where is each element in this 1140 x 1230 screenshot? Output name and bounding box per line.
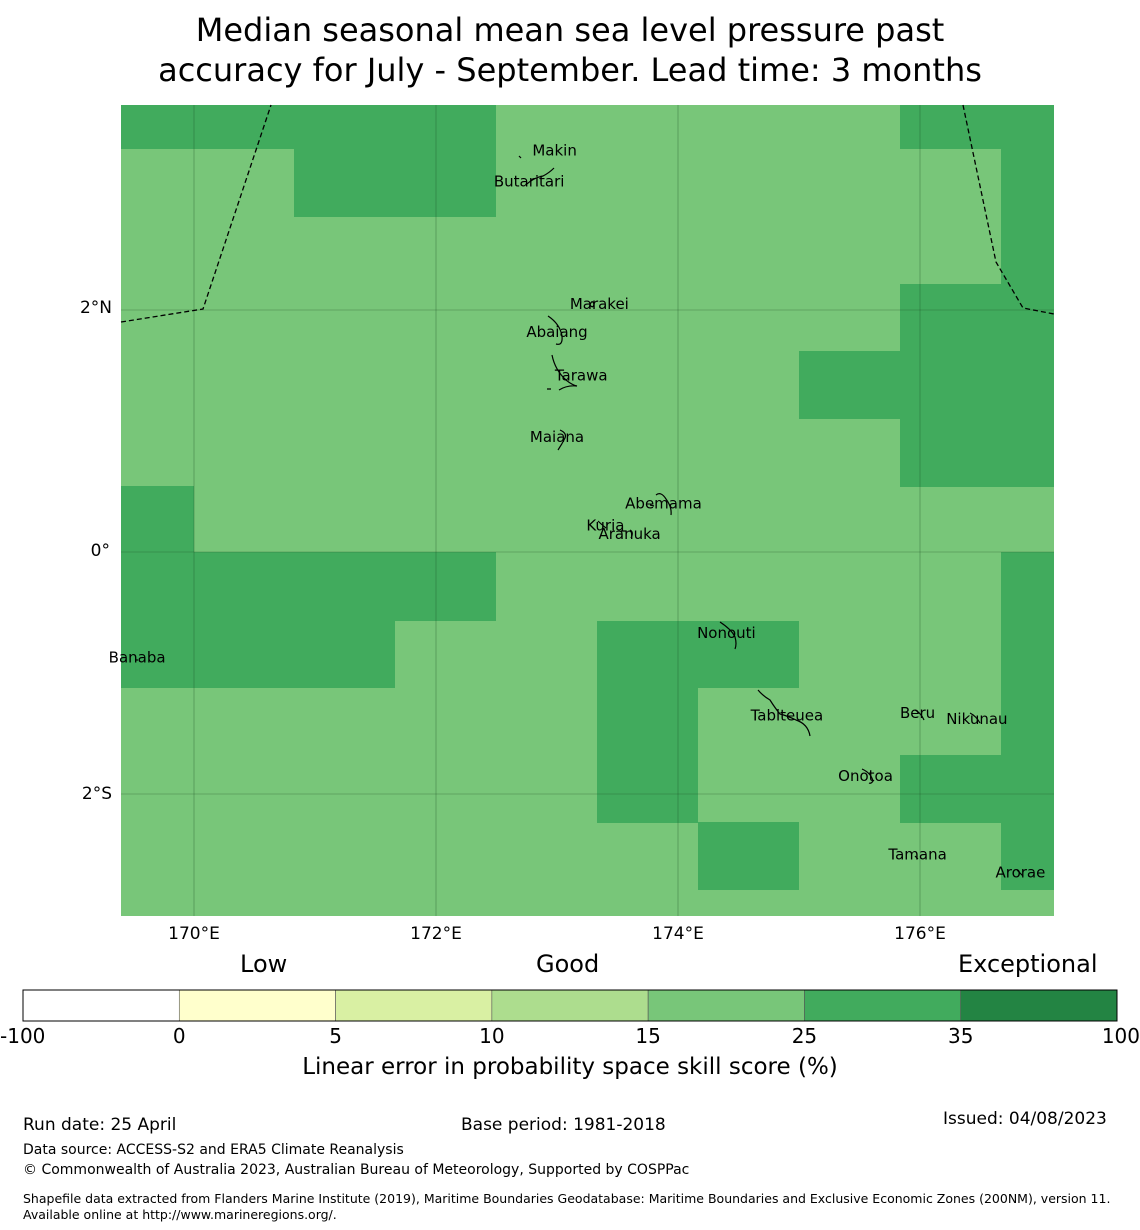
copyright: © Commonwealth of Australia 2023, Austra… (23, 1162, 690, 1178)
title-line-1: Median seasonal mean sea level pressure … (195, 11, 945, 49)
graticule (121, 105, 1054, 916)
data-source: Data source: ACCESS-S2 and ERA5 Climate … (23, 1142, 404, 1158)
colorbar-box (22, 989, 180, 1022)
skill-cell (121, 620, 395, 688)
lon-label-174E: 174°E (652, 924, 704, 944)
skill-cell (294, 105, 496, 217)
island-label-nikunau: Nikunau (946, 710, 1007, 728)
page-title: Median seasonal mean sea level pressure … (0, 10, 1140, 90)
island-labels: Makin Butaritari Marakei Abaiang Tarawa Maian… (109, 141, 1046, 881)
lon-label-172E: 172°E (410, 924, 462, 944)
coastline-abaiang (547, 315, 563, 345)
coastline-makin (518, 155, 522, 159)
skill-cells-very-good (121, 105, 1054, 890)
colorbar-boxes (22, 989, 1118, 1022)
lat-label-0: 0° (90, 541, 110, 561)
coastline-abemama (649, 493, 672, 516)
coastline-maiana (557, 429, 567, 451)
coastline-kuria (597, 520, 607, 529)
map-frame: Makin Butaritari Marakei Abaiang Tarawa Maian… (109, 104, 1055, 916)
skill-cell (121, 486, 194, 553)
lon-label-170E: 170°E (168, 924, 220, 944)
eez-boundary-west (120, 104, 272, 323)
island-label-arorae: Arorae (995, 864, 1045, 882)
eez-boundary-east (962, 104, 1055, 315)
colorbar-label: Linear error in probability space skill … (302, 1054, 838, 1080)
colorbar-frame (22, 989, 1118, 1022)
coastline-tamana (914, 855, 919, 860)
island-label-aranuka: Aranuka (598, 525, 660, 543)
coastline-beru (914, 709, 925, 721)
island-label-banaba: Banaba (109, 648, 166, 666)
island-label-marakei: Marakei (570, 295, 629, 313)
colorbar-tick-label: 10 (479, 1024, 505, 1048)
skill-cell (597, 621, 799, 688)
colorbar-box (178, 989, 336, 1022)
island-label-abemama: Abemama (625, 495, 702, 513)
coastline-arorae (1016, 869, 1024, 877)
island-label-tabiteuea: Tabiteuea (750, 706, 824, 724)
issued-date: Issued: 04/08/2023 (943, 1109, 1107, 1129)
island-label-tamana: Tamana (887, 846, 946, 864)
skill-cell (900, 755, 1054, 823)
island-label-makin: Makin (532, 141, 577, 159)
coastline-nonouti (719, 621, 737, 650)
colorbar-box (960, 989, 1118, 1022)
legend-category-exceptional: Exceptional (958, 950, 1098, 978)
colorbar-box (491, 989, 649, 1022)
skill-cell (1001, 552, 1054, 756)
coastline-aranuka (621, 529, 633, 539)
colorbar-tick-label: 0 (172, 1024, 186, 1048)
coastline-tabiteuea (757, 689, 811, 737)
colorbar-box (804, 989, 962, 1022)
coastline-tarawa (547, 354, 578, 391)
colorbar-tick-label: 25 (791, 1024, 818, 1048)
skill-cell (121, 105, 295, 149)
island-label-onotoa: Onotoa (838, 767, 893, 785)
coastline-nikunau (969, 712, 981, 724)
skill-cell (1001, 822, 1054, 890)
shapefile-credit: Shapefile data extracted from Flanders M… (23, 1191, 1111, 1222)
coastline-butaritari (526, 167, 555, 185)
colorbar-box (647, 989, 805, 1022)
skill-cell (1001, 148, 1054, 285)
skill-cell (900, 284, 1054, 487)
legend-category-low: Low (240, 950, 288, 978)
skill-cell (121, 552, 496, 621)
colorbar-box (335, 989, 493, 1022)
colorbar-tick-label: -100 (0, 1024, 46, 1048)
island-label-beru: Beru (900, 704, 935, 722)
colorbar-tick-label: 100 (1101, 1024, 1140, 1048)
lon-label-176E: 176°E (894, 924, 946, 944)
lat-label-2S: 2°S (81, 784, 112, 804)
island-label-maiana: Maiana (530, 428, 584, 446)
island-label-abaiang: Abaiang (526, 323, 587, 341)
skill-cell (597, 687, 698, 823)
run-date: Run date: 25 April (23, 1115, 177, 1135)
colorbar-tick-label: 5 (329, 1024, 342, 1048)
colorbar-tick-label: 35 (947, 1024, 974, 1048)
coastline-marakei (589, 301, 595, 308)
base-period: Base period: 1981-2018 (461, 1115, 666, 1135)
legend-category-good: Good (536, 950, 600, 978)
title-line-2: accuracy for July - September. Lead time… (158, 51, 982, 89)
skill-cell (698, 822, 799, 890)
map-background (121, 105, 1054, 916)
skill-cell (799, 351, 901, 419)
island-label-kuria: Kuria (586, 516, 624, 534)
eez-boundaries (120, 104, 1055, 323)
coastlines (136, 155, 1024, 877)
coastline-onotoa (861, 768, 874, 784)
island-label-butaritari: Butaritari (494, 173, 565, 191)
island-label-tarawa: Tarawa (554, 366, 608, 384)
colorbar-tick-label: 15 (635, 1024, 661, 1048)
skill-cell (900, 105, 1054, 149)
island-label-nonouti: Nonouti (697, 624, 756, 642)
lat-label-2N: 2°N (79, 298, 112, 318)
